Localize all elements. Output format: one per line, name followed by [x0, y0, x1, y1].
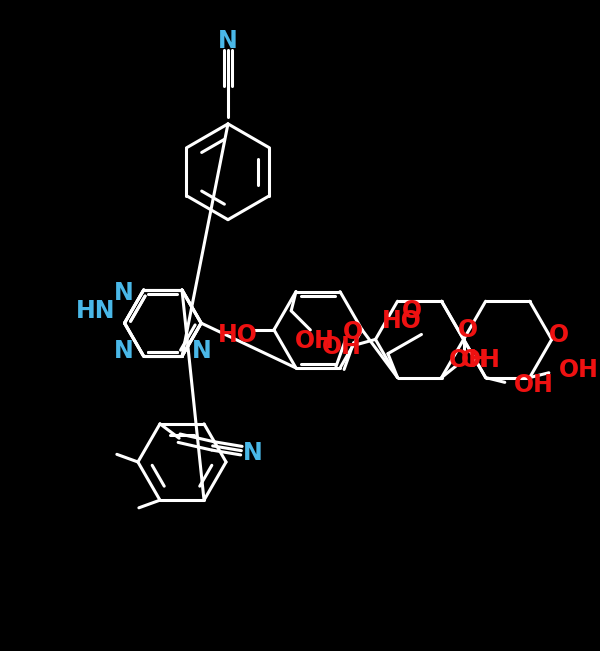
Text: N: N — [191, 340, 211, 363]
Text: N: N — [115, 340, 134, 363]
Text: OH: OH — [295, 329, 335, 353]
Text: OH: OH — [448, 348, 488, 372]
Text: HN: HN — [76, 299, 115, 323]
Text: N: N — [243, 441, 263, 465]
Text: N: N — [218, 29, 238, 53]
Text: OH: OH — [559, 358, 598, 382]
Text: OH: OH — [514, 373, 554, 397]
Text: O: O — [343, 320, 362, 344]
Text: N: N — [115, 281, 134, 305]
Text: O: O — [402, 299, 422, 323]
Text: HO: HO — [382, 309, 422, 333]
Text: O: O — [550, 323, 569, 346]
Text: OH: OH — [322, 335, 362, 359]
Text: HO: HO — [218, 323, 257, 346]
Text: O: O — [458, 318, 478, 342]
Text: OH: OH — [461, 348, 500, 372]
